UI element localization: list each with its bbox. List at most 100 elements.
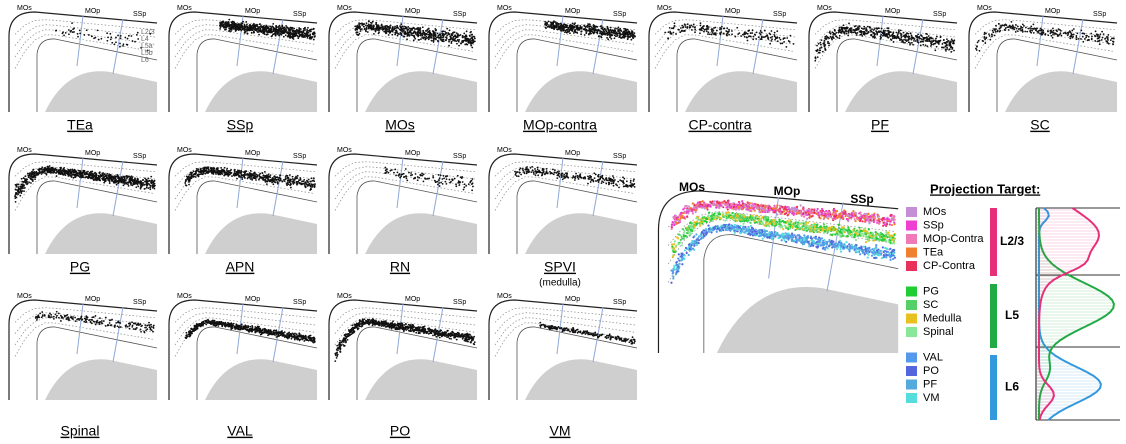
cell-dot <box>856 34 858 36</box>
striatum <box>525 71 637 112</box>
cell-dot <box>721 26 723 28</box>
cell-dot <box>261 27 263 29</box>
area-border <box>913 19 923 74</box>
striatum <box>45 71 157 112</box>
cell-dot <box>891 39 893 41</box>
cell-dot <box>1086 35 1088 37</box>
cell-dot <box>519 169 521 171</box>
panel-label: MOs <box>385 117 415 133</box>
striatum <box>365 213 477 254</box>
cell-dot <box>267 27 269 29</box>
cell-dot <box>99 321 101 323</box>
cell-dot <box>107 325 109 327</box>
cell-dot <box>924 40 926 42</box>
cell-dot <box>60 320 62 322</box>
cell-dot <box>551 173 553 175</box>
cell-dot <box>148 324 150 326</box>
cell-dot <box>133 328 135 330</box>
cell-dot <box>259 28 261 30</box>
cell-dot <box>589 26 591 28</box>
cell-dot <box>909 44 911 46</box>
cell-dot <box>997 31 999 33</box>
cell-dot <box>945 48 947 50</box>
cell-dot <box>71 22 73 24</box>
cell-dot <box>223 175 225 177</box>
cell-dot <box>595 26 597 28</box>
cell-dot <box>1085 37 1087 39</box>
cell-dot <box>429 35 431 37</box>
cell-dot <box>851 27 853 29</box>
cell-dot <box>119 46 121 48</box>
cell-dot <box>283 179 285 181</box>
cell-dot <box>418 30 420 32</box>
cell-dot <box>1001 25 1003 27</box>
cell-dot <box>917 33 919 35</box>
cell-dot <box>1006 26 1008 28</box>
cell-dot <box>101 320 103 322</box>
cell-dot <box>756 31 758 33</box>
cell-dot <box>995 31 997 33</box>
cell-dot <box>883 31 885 33</box>
cell-dot <box>144 184 146 186</box>
cell-dot <box>249 27 251 29</box>
cell-dot <box>305 186 307 188</box>
region-label: MOp <box>1045 8 1060 15</box>
cell-dot <box>574 177 576 179</box>
cell-dot <box>82 173 84 175</box>
cell-dot <box>14 197 16 199</box>
cell-dot <box>34 172 36 174</box>
cell-dot <box>219 22 221 24</box>
cell-dot <box>1029 31 1031 33</box>
cell-dot <box>919 38 921 40</box>
cell-dot <box>220 170 222 172</box>
cell-dot <box>617 27 619 29</box>
cell-dot <box>832 34 834 36</box>
cell-dot <box>1096 33 1098 35</box>
cell-dot <box>1077 38 1079 40</box>
cell-dot <box>1030 25 1032 27</box>
cell-dot <box>201 170 203 172</box>
cell-dot <box>401 28 403 30</box>
cell-dot <box>130 178 132 180</box>
cell-dot <box>228 19 230 21</box>
cell-dot <box>437 41 439 43</box>
cell-dot <box>520 174 522 176</box>
cell-dot <box>672 28 674 30</box>
cell-dot <box>236 171 238 173</box>
cell-dot <box>146 328 148 330</box>
cell-dot <box>828 44 830 46</box>
cell-dot <box>242 174 244 176</box>
cell-dot <box>363 23 365 25</box>
cell-dot <box>901 37 903 39</box>
cell-dot <box>578 178 580 180</box>
cell-dot <box>1107 34 1109 36</box>
cell-dot <box>771 36 773 38</box>
cell-dot <box>841 28 843 30</box>
region-label: MOs <box>657 5 672 12</box>
cell-dot <box>246 28 248 30</box>
cell-dot <box>843 24 845 26</box>
cell-dot <box>700 22 702 24</box>
cell-dot <box>293 28 295 30</box>
cell-dot <box>946 38 948 40</box>
cell-dot <box>63 34 65 36</box>
cell-dot <box>64 315 66 317</box>
cell-dot <box>835 35 837 37</box>
cell-dot <box>93 321 95 323</box>
cell-dot <box>30 172 32 174</box>
cell-dot <box>731 30 733 32</box>
cell-dot <box>363 26 365 28</box>
cell-dot <box>1044 33 1046 35</box>
cell-dot <box>257 29 259 31</box>
cell-dot <box>610 38 612 40</box>
cell-dot <box>153 325 155 327</box>
cell-dot <box>769 32 771 34</box>
cell-dot <box>77 318 79 320</box>
cell-dot <box>195 173 197 175</box>
cell-dot <box>977 41 979 43</box>
cell-dot <box>848 32 850 34</box>
cell-dot <box>105 177 107 179</box>
panel-label: SC <box>1030 117 1049 133</box>
cell-dot <box>950 45 952 47</box>
cell-dot <box>455 36 457 38</box>
